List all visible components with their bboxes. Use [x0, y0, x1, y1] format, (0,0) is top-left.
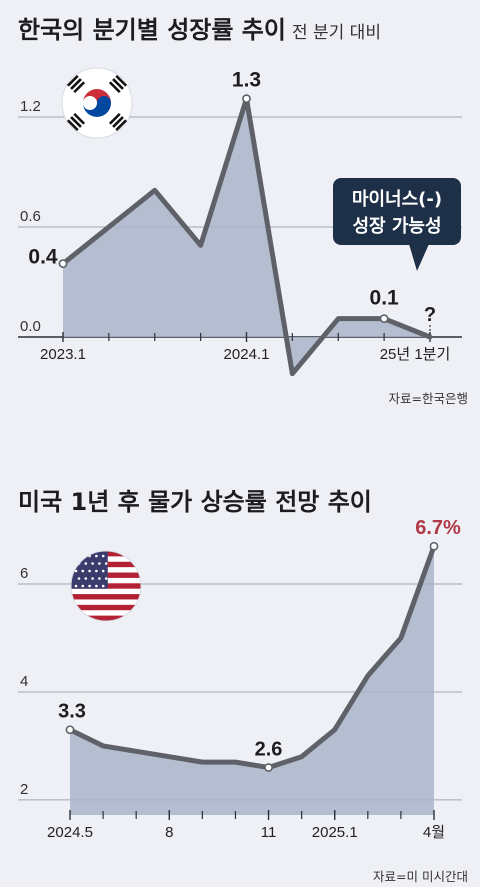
x-tick-label: 8 [165, 824, 173, 841]
korea-source: 자료=한국은행 [388, 391, 468, 406]
data-label: 2.6 [255, 739, 283, 761]
data-label: 6.7% [415, 517, 461, 539]
callout-question-mark: ? [424, 304, 436, 326]
korea-growth-chart: 0.0 0.6 1.2 2023.1 2024.1 25년 1분기 0.4 1.3 0.1 마이너… [18, 67, 462, 377]
y-tick-label: 0.6 [20, 208, 41, 225]
trigram [108, 112, 128, 132]
flag-star [101, 569, 105, 573]
flag-star [81, 584, 85, 588]
flag-star [74, 569, 78, 573]
x-tick-label: 2023.1 [40, 346, 86, 363]
data-label: 0.4 [28, 246, 58, 269]
flag-star [91, 562, 94, 565]
flag-body [71, 551, 141, 621]
data-label: 3.3 [58, 701, 86, 723]
flag-star [84, 577, 88, 580]
callout-box [333, 178, 461, 245]
flag-star [88, 584, 91, 588]
flag-star [77, 577, 81, 580]
data-point [242, 94, 251, 104]
flag-star [81, 554, 85, 558]
korea-chart-title: 한국의 분기별 성장률 추이 전 분기 대비 [18, 10, 381, 45]
korea-subtitle: 전 분기 대비 [291, 23, 381, 43]
trigram-bar [108, 112, 121, 125]
trigram-bar [115, 74, 128, 87]
us-chart-title: 미국 1년 후 물가 상승률 전망 추이 [18, 488, 372, 516]
trigram [66, 74, 86, 94]
data-label: 0.1 [370, 287, 400, 310]
data-point [429, 541, 439, 551]
series-area [70, 546, 434, 815]
flag-stripe [71, 594, 141, 600]
flag-star [95, 569, 98, 573]
trigram-bar [115, 119, 128, 132]
flag-star [104, 562, 108, 565]
x-tick-label: 2024.1 [224, 346, 270, 363]
flag-star [74, 554, 78, 558]
x-tick-label: 25년 1분기 [380, 346, 451, 363]
flag-star [88, 569, 91, 573]
trigram [108, 74, 128, 94]
callout-line1: 마이너스(-) [352, 189, 442, 210]
data-point [264, 763, 273, 772]
trigram-bar [66, 119, 79, 132]
trigram-bar [73, 81, 86, 94]
data-label: 1.3 [232, 69, 261, 92]
x-tick-label: 2025.1 [312, 824, 358, 841]
data-point [379, 314, 389, 324]
flag-star [104, 577, 108, 580]
flag-stripe [71, 615, 141, 621]
x-tick-label: 4월 [423, 824, 445, 841]
data-point [65, 725, 75, 735]
trigram-bar [66, 74, 79, 87]
series-area [63, 98, 430, 374]
flag-star [98, 577, 101, 580]
flag-star [101, 584, 105, 588]
y-tick-label: 1.2 [20, 98, 41, 115]
us-source: 자료=미 미시간대 [373, 869, 468, 884]
flag-star [95, 584, 98, 588]
flag-star [84, 562, 88, 565]
trigram-bar [108, 81, 121, 94]
us-flag-icon [70, 550, 142, 622]
flag-star [74, 584, 78, 588]
x-tick-label: 2024.5 [47, 824, 93, 841]
south-korea-flag-icon [61, 67, 133, 139]
taeguk-blue [83, 96, 111, 117]
korea-title-text: 한국의 분기별 성장률 추이 [18, 16, 286, 44]
trigram-bar [73, 112, 86, 125]
y-tick-label: 4 [20, 673, 28, 690]
y-tick-label: 0.0 [20, 318, 41, 335]
flag-stripe [71, 604, 141, 611]
callout-pointer [409, 244, 429, 271]
series-line [67, 543, 437, 771]
x-tick-label: 11 [261, 824, 277, 841]
flag-star [81, 569, 85, 573]
flag-star [98, 562, 101, 565]
trigram-bar [112, 78, 124, 90]
trigram-bar [70, 116, 82, 128]
flag-rim [70, 550, 142, 622]
y-tick-label: 6 [20, 565, 28, 582]
data-point [58, 259, 68, 269]
flag-star [95, 554, 98, 558]
trigram-bar [70, 78, 82, 90]
trigram-bar [112, 116, 124, 128]
callout-line2: 성장 가능성 [352, 216, 441, 237]
trigram [66, 112, 86, 132]
flag-star [101, 554, 105, 558]
y-tick-label: 2 [20, 781, 28, 798]
flag-star [91, 577, 94, 580]
